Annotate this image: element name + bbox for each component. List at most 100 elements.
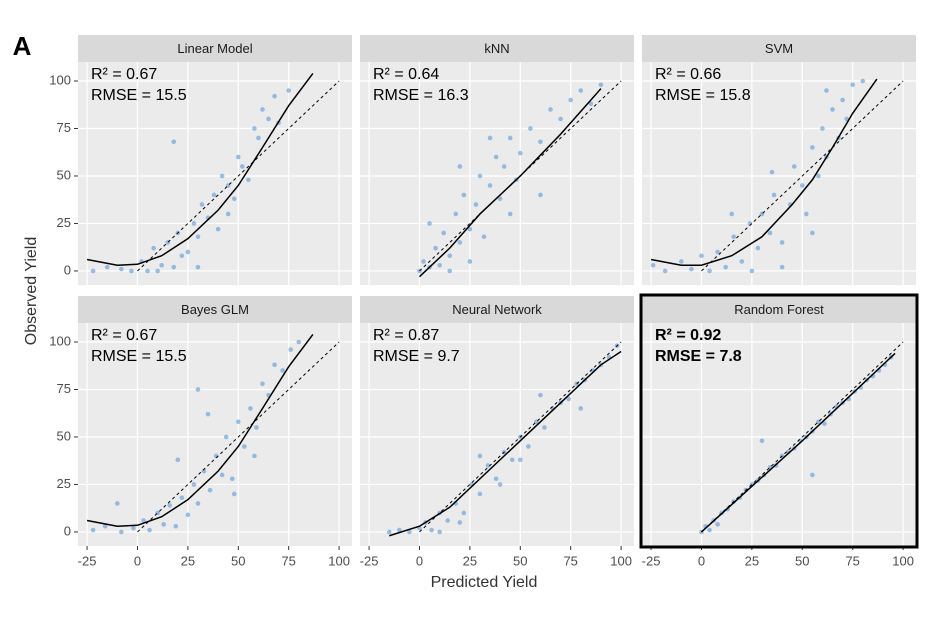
x-tick-label: 100 [610, 553, 632, 568]
facet: kNN R² = 0.64 RMSE = 16.3 [360, 35, 634, 285]
y-tick-label: 100 [49, 333, 71, 348]
point [427, 221, 432, 226]
point [804, 211, 809, 217]
point [437, 529, 442, 535]
point [90, 268, 96, 274]
point [256, 135, 261, 141]
point [145, 268, 150, 274]
facet-title: kNN [484, 41, 509, 56]
point [441, 230, 446, 236]
point [528, 126, 533, 131]
facet-title: Random Forest [734, 302, 824, 317]
point [457, 520, 463, 525]
point [729, 211, 735, 217]
annotation: R² = 0.64 [373, 66, 439, 83]
point [229, 476, 235, 482]
point [173, 523, 179, 529]
point [824, 88, 829, 93]
point [151, 245, 156, 251]
x-axis-title: Predicted Yield [431, 574, 538, 591]
annotation: RMSE = 16.3 [373, 87, 469, 104]
point [493, 154, 499, 160]
point [810, 230, 815, 236]
point [820, 126, 825, 131]
facet-title: Neural Network [452, 302, 542, 317]
plot-background [642, 323, 916, 546]
y-tick-label: 25 [57, 215, 71, 230]
strip [360, 35, 634, 62]
point [526, 444, 531, 449]
point [296, 339, 302, 345]
point [240, 164, 245, 169]
x-tick-label: 50 [513, 553, 527, 568]
strip [360, 296, 634, 323]
point [242, 444, 247, 449]
plot-background [78, 323, 352, 546]
point [147, 527, 152, 533]
y-tick-label: 0 [64, 262, 71, 277]
y-tick-label: 75 [57, 120, 71, 135]
x-tick-label: 75 [281, 553, 295, 568]
point [429, 527, 434, 533]
point [272, 93, 277, 99]
annotation: RMSE = 9.7 [373, 348, 460, 365]
x-tick-label: 50 [795, 553, 809, 568]
fit-line [86, 333, 314, 527]
point [195, 234, 201, 240]
point [840, 97, 845, 103]
point [538, 392, 543, 398]
point [141, 518, 146, 523]
point [115, 501, 120, 506]
point [171, 139, 177, 145]
point [517, 457, 523, 463]
point [433, 245, 438, 251]
point [481, 234, 487, 240]
facet-title: Linear Model [177, 41, 252, 56]
facet: SVM R² = 0.66 RMSE = 15.8 [642, 35, 916, 285]
point [767, 230, 773, 236]
point [191, 221, 197, 226]
y-tick-label: 50 [57, 428, 71, 443]
point [171, 264, 177, 270]
x-tick-label: 25 [463, 553, 477, 568]
facet: Linear Model 0 25 50 75 100 R² = 0.67 RMSE = 15… [49, 35, 352, 285]
point [129, 268, 134, 274]
facet-title: Bayes GLM [181, 302, 249, 317]
point [260, 107, 265, 112]
point [578, 406, 584, 411]
point [769, 169, 775, 175]
point [219, 472, 225, 478]
point [467, 259, 473, 264]
point [246, 177, 251, 183]
point [102, 523, 108, 529]
point [715, 522, 720, 527]
point [447, 253, 453, 259]
point [707, 527, 712, 533]
point [231, 491, 237, 497]
annotation: RMSE = 15.5 [91, 87, 187, 104]
point [689, 266, 694, 272]
point [254, 425, 259, 430]
point [501, 164, 507, 169]
point [497, 482, 503, 487]
annotation: R² = 0.87 [373, 327, 439, 344]
point [211, 192, 217, 198]
identity-line [701, 80, 904, 272]
point [542, 425, 547, 430]
point [860, 78, 866, 84]
facet-title: SVM [765, 41, 793, 56]
point [223, 434, 229, 440]
point [739, 259, 745, 264]
y-tick-label: 75 [57, 381, 71, 396]
point [755, 245, 761, 251]
point [558, 116, 563, 122]
x-tick-label: -25 [360, 553, 379, 568]
point [235, 154, 241, 160]
point [185, 249, 191, 255]
point [850, 82, 855, 88]
point [810, 145, 815, 150]
point [568, 97, 573, 103]
facet: Neural Network -25 0 25 50 75 100 R² = 0.87 RMSE… [360, 296, 634, 568]
y-tick-label: 50 [57, 167, 71, 182]
